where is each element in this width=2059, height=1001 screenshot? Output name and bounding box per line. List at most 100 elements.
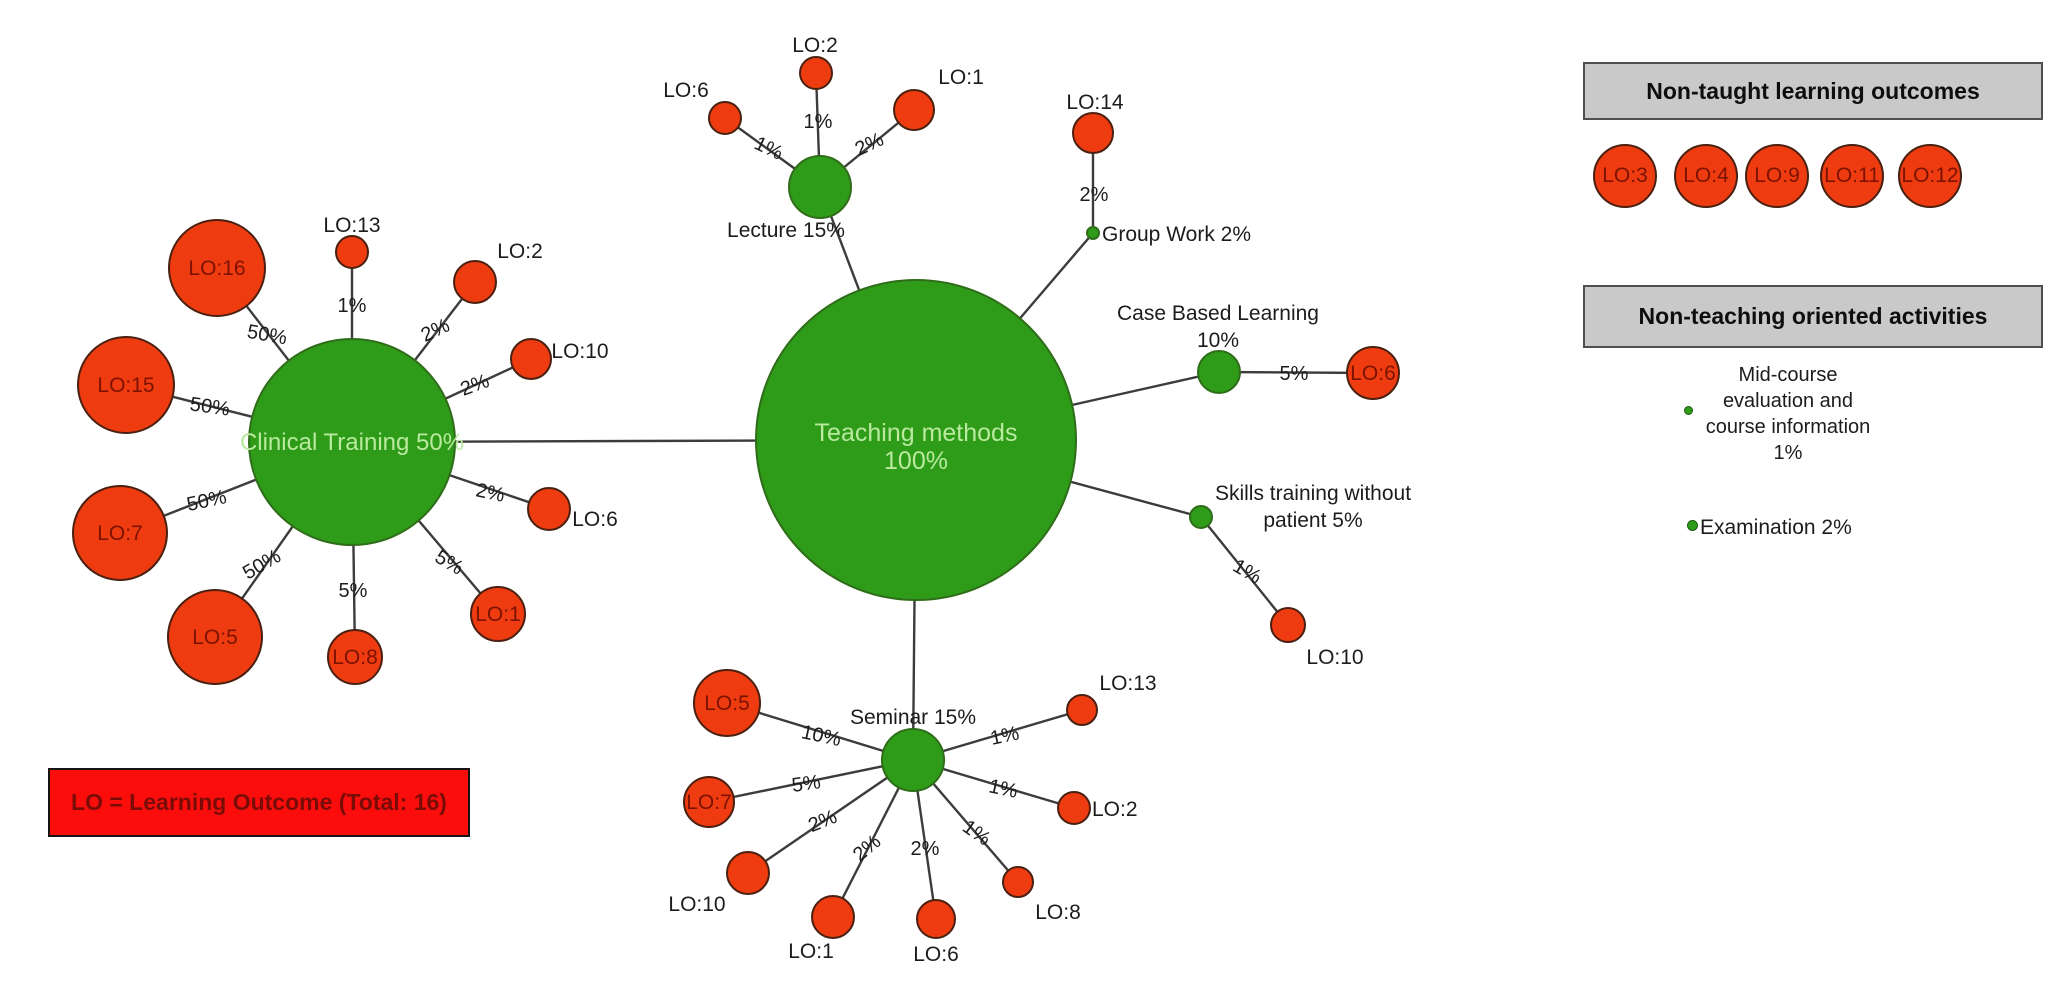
node-ct-lo15 — [77, 336, 175, 434]
label-sem-lo8: LO:8 — [1035, 901, 1081, 924]
node-teaching-methods — [755, 279, 1077, 601]
node-ct-lo1 — [470, 586, 526, 642]
edge-seminar-sem-lo10 — [747, 759, 914, 874]
mid-course-line: evaluation and — [1722, 390, 1854, 412]
pct-seminar-sem-lo1: 2% — [849, 831, 885, 867]
label-case-based-learning: 10% — [1197, 329, 1239, 352]
label-ct-lo16: LO:16 — [188, 257, 245, 280]
label-ct-lo8: LO:8 — [332, 646, 378, 669]
node-sem-lo7 — [683, 776, 735, 828]
label-sem-lo13: LO:13 — [1099, 672, 1156, 695]
pct-clinical-training-ct-lo2: 2% — [418, 314, 454, 346]
label-gw-lo14: LO:14 — [1066, 91, 1124, 114]
pct-clinical-training-ct-lo8: 5% — [339, 580, 368, 602]
node-sem-lo5 — [693, 669, 761, 737]
label-st-lo10: LO:10 — [1306, 646, 1363, 669]
pct-seminar-sem-lo5: 10% — [799, 721, 843, 751]
pct-seminar-sem-lo6: 2% — [911, 838, 940, 860]
node-sem-lo13 — [1066, 694, 1098, 726]
label-ct-lo10: LO:10 — [551, 340, 608, 363]
pct-clinical-training-ct-lo5: 50% — [239, 545, 285, 584]
node-ct-lo2 — [453, 260, 497, 304]
pct-case-based-learning-cbl-lo6: 5% — [1280, 363, 1309, 385]
node-case-based-learning — [1197, 350, 1241, 394]
label-ct-lo2: LO:2 — [497, 240, 543, 263]
pct-lecture-lec-lo2: 1% — [804, 111, 833, 133]
label-sem-lo2: LO:2 — [1092, 798, 1138, 821]
label-group-work: Group Work 2% — [1102, 223, 1251, 246]
node-ct-lo6 — [527, 487, 571, 531]
node-gw-lo14 — [1072, 112, 1114, 154]
node-sem-lo8 — [1002, 866, 1034, 898]
edge-seminar-sem-lo7 — [708, 758, 914, 804]
label-ct-lo1: LO:1 — [475, 603, 521, 626]
label-lec-lo1: LO:1 — [938, 66, 984, 89]
pct-seminar-sem-lo10: 2% — [805, 806, 840, 837]
examination-dot — [1687, 520, 1698, 531]
pct-seminar-sem-lo7: 5% — [790, 771, 822, 797]
examination-label: Examination 2% — [1700, 516, 1852, 539]
node-lec-lo6 — [708, 101, 742, 135]
node-skills-training — [1189, 505, 1213, 529]
pct-clinical-training-ct-lo1: 5% — [431, 546, 467, 580]
label-teaching-methods: Teaching methods — [815, 419, 1018, 447]
non-taught-lo-circle: LO:4 — [1674, 144, 1738, 208]
node-ct-lo10 — [510, 338, 552, 380]
pct-clinical-training-ct-lo10: 2% — [458, 370, 493, 401]
non-taught-lo-circle: LO:3 — [1593, 144, 1657, 208]
label-sem-lo1: LO:1 — [788, 940, 834, 963]
node-sem-lo2 — [1057, 791, 1091, 825]
mid-course-line: 1% — [1773, 442, 1803, 464]
label-lecture: Lecture 15% — [727, 219, 845, 242]
node-ct-lo13 — [335, 235, 369, 269]
label-lec-lo2: LO:2 — [792, 34, 838, 57]
label-ct-lo5: LO:5 — [192, 626, 238, 649]
node-ct-lo7 — [72, 485, 168, 581]
node-group-work — [1086, 226, 1100, 240]
label-ct-lo6: LO:6 — [572, 508, 618, 531]
label-clinical-training: Clinical Training 50% — [240, 429, 464, 456]
label-sem-lo5: LO:5 — [704, 692, 750, 715]
pct-group-work-gw-lo14: 2% — [1080, 184, 1109, 206]
pct-clinical-training-ct-lo15: 50% — [188, 393, 231, 420]
mid-course-line: course information — [1705, 416, 1871, 438]
non-taught-outcomes-header: Non-taught learning outcomes — [1583, 62, 2043, 120]
mid-course-label: Mid-course evaluation and course informa… — [1678, 362, 1898, 466]
mid-course-line: Mid-course — [1738, 364, 1838, 386]
node-ct-lo5 — [167, 589, 263, 685]
label-skills-training: patient 5% — [1263, 509, 1362, 532]
label-sem-lo6: LO:6 — [913, 943, 959, 966]
label-case-based-learning: Case Based Learning — [1117, 302, 1319, 325]
node-sem-lo6 — [916, 899, 956, 939]
non-taught-lo-circle: LO:9 — [1745, 144, 1809, 208]
node-ct-lo16 — [168, 219, 266, 317]
non-teaching-activities-header: Non-teaching oriented activities — [1583, 285, 2043, 348]
label-ct-lo13: LO:13 — [323, 214, 380, 237]
label-lec-lo6: LO:6 — [663, 79, 709, 102]
node-lec-lo1 — [893, 89, 935, 131]
label-seminar: Seminar 15% — [850, 706, 976, 729]
node-sem-lo1 — [811, 895, 855, 939]
label-sem-lo10: LO:10 — [668, 893, 725, 916]
pct-clinical-training-ct-lo6: 2% — [474, 479, 507, 507]
pct-seminar-sem-lo2: 1% — [987, 775, 1020, 803]
node-cbl-lo6 — [1346, 346, 1400, 400]
edge-skills-training-st-lo10 — [1200, 516, 1289, 626]
label-sem-lo7: LO:7 — [686, 791, 732, 814]
node-clinical-training — [248, 338, 456, 546]
pct-clinical-training-ct-lo7: 50% — [185, 486, 229, 516]
node-seminar — [881, 728, 945, 792]
non-taught-lo-circle: LO:11 — [1820, 144, 1884, 208]
node-sem-lo10 — [726, 851, 770, 895]
label-cbl-lo6: LO:6 — [1350, 362, 1396, 385]
label-ct-lo7: LO:7 — [97, 522, 143, 545]
non-taught-lo-circle: LO:12 — [1898, 144, 1962, 208]
pct-seminar-sem-lo8: 1% — [958, 816, 994, 851]
pct-seminar-sem-lo13: 1% — [988, 722, 1021, 750]
pct-clinical-training-ct-lo13: 1% — [338, 295, 367, 317]
label-teaching-methods: 100% — [884, 447, 948, 475]
node-ct-lo8 — [327, 629, 383, 685]
node-lecture — [788, 155, 852, 219]
node-lec-lo2 — [799, 56, 833, 90]
